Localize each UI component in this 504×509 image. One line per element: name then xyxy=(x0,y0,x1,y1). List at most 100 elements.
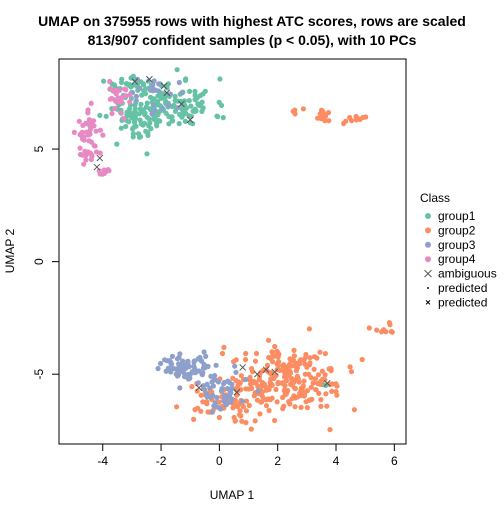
point-ambiguous xyxy=(163,89,171,97)
point-group2 xyxy=(313,387,319,393)
point-group2 xyxy=(243,398,250,404)
point-group2 xyxy=(252,358,259,364)
point-group1 xyxy=(103,113,109,119)
point-group1 xyxy=(192,88,198,94)
point-group1 xyxy=(188,103,194,109)
point-group1 xyxy=(193,108,199,114)
point-ambiguous xyxy=(323,379,331,387)
series-group1 xyxy=(97,67,329,388)
x-tick-label: 6 xyxy=(391,454,398,468)
point-group3 xyxy=(187,375,193,381)
point-group3 xyxy=(214,394,220,401)
point-group2 xyxy=(292,111,298,117)
point-group3 xyxy=(176,367,182,373)
point-ambiguous xyxy=(96,154,104,162)
point-group1 xyxy=(198,103,204,109)
point-group3 xyxy=(225,378,231,384)
point-group1 xyxy=(217,76,223,82)
point-group2 xyxy=(307,355,313,361)
point-group1 xyxy=(97,112,103,118)
point-group4 xyxy=(88,100,94,106)
point-group1 xyxy=(187,88,193,94)
point-group3 xyxy=(133,93,139,99)
point-group2 xyxy=(318,403,324,409)
point-group3 xyxy=(225,385,231,392)
point-group2 xyxy=(238,373,244,379)
point-group4 xyxy=(127,99,133,105)
point-group2 xyxy=(294,373,300,379)
point-group3 xyxy=(185,358,191,365)
legend-marker xyxy=(425,241,431,248)
point-group1 xyxy=(182,118,188,124)
point-group2 xyxy=(252,418,258,424)
point-group3 xyxy=(150,102,156,108)
x-tick-label: -4 xyxy=(97,454,108,468)
legend-marker xyxy=(425,213,431,219)
point-group1 xyxy=(119,76,125,82)
point-group2 xyxy=(271,375,277,381)
point-group2 xyxy=(325,110,332,116)
point-group2 xyxy=(348,369,355,375)
point-group1 xyxy=(130,131,136,137)
legend-label: predicted xyxy=(438,281,487,295)
point-group4 xyxy=(109,110,115,117)
legend-label: group2 xyxy=(438,223,476,237)
point-group3 xyxy=(201,349,207,355)
legend: Class group1group2group3group4ambiguousp… xyxy=(420,191,497,309)
point-group2 xyxy=(174,404,180,410)
point-group1 xyxy=(140,122,146,128)
point-group2 xyxy=(359,356,365,363)
point-group1 xyxy=(137,117,143,123)
point-group2 xyxy=(302,354,309,361)
point-group2 xyxy=(323,391,329,397)
point-group2 xyxy=(347,114,353,121)
series-group4 xyxy=(71,78,133,177)
point-group2 xyxy=(303,399,309,405)
x-axis: -4 -2 0 2 4 6 xyxy=(97,443,398,468)
point-group2 xyxy=(219,350,226,357)
point-group2 xyxy=(300,385,306,391)
point-group2 xyxy=(242,357,249,363)
y-tick-label: -5 xyxy=(32,369,46,380)
point-group3 xyxy=(182,374,188,380)
point-group4 xyxy=(81,161,87,167)
point-group2 xyxy=(383,329,389,335)
point-group4 xyxy=(87,150,93,156)
point-group2 xyxy=(263,403,270,409)
chart-subtitle: 813/907 confident samples (p < 0.05), wi… xyxy=(88,32,417,48)
point-group1 xyxy=(138,101,144,107)
point-group3 xyxy=(133,98,139,104)
point-group1 xyxy=(162,91,168,97)
point-group3 xyxy=(255,388,261,394)
point-group2 xyxy=(292,404,298,410)
point-group2 xyxy=(258,369,264,375)
x-axis-label: UMAP 1 xyxy=(210,488,255,502)
point-group1 xyxy=(139,92,145,98)
point-group3 xyxy=(223,402,229,408)
point-group2 xyxy=(286,399,292,405)
point-group3 xyxy=(179,90,185,96)
point-group3 xyxy=(211,376,217,382)
point-group4 xyxy=(100,132,106,138)
point-group1 xyxy=(215,114,221,120)
point-group2 xyxy=(258,399,264,405)
point-group1 xyxy=(101,78,107,84)
point-group1 xyxy=(166,114,172,120)
point-group2 xyxy=(319,368,325,374)
y-axis-label: UMAP 2 xyxy=(3,228,17,273)
point-ambiguous xyxy=(239,364,247,371)
point-ambiguous xyxy=(131,78,139,85)
point-group3 xyxy=(203,353,209,359)
point-group2 xyxy=(266,407,272,414)
point-group4 xyxy=(118,110,124,116)
point-group3 xyxy=(156,81,162,87)
point-group2 xyxy=(326,118,332,124)
point-group2 xyxy=(292,363,298,369)
point-group1 xyxy=(141,88,147,94)
point-group2 xyxy=(272,343,278,350)
point-group2 xyxy=(318,381,324,387)
point-group2 xyxy=(191,416,197,422)
point-group2 xyxy=(231,359,237,365)
point-group2 xyxy=(243,408,250,414)
